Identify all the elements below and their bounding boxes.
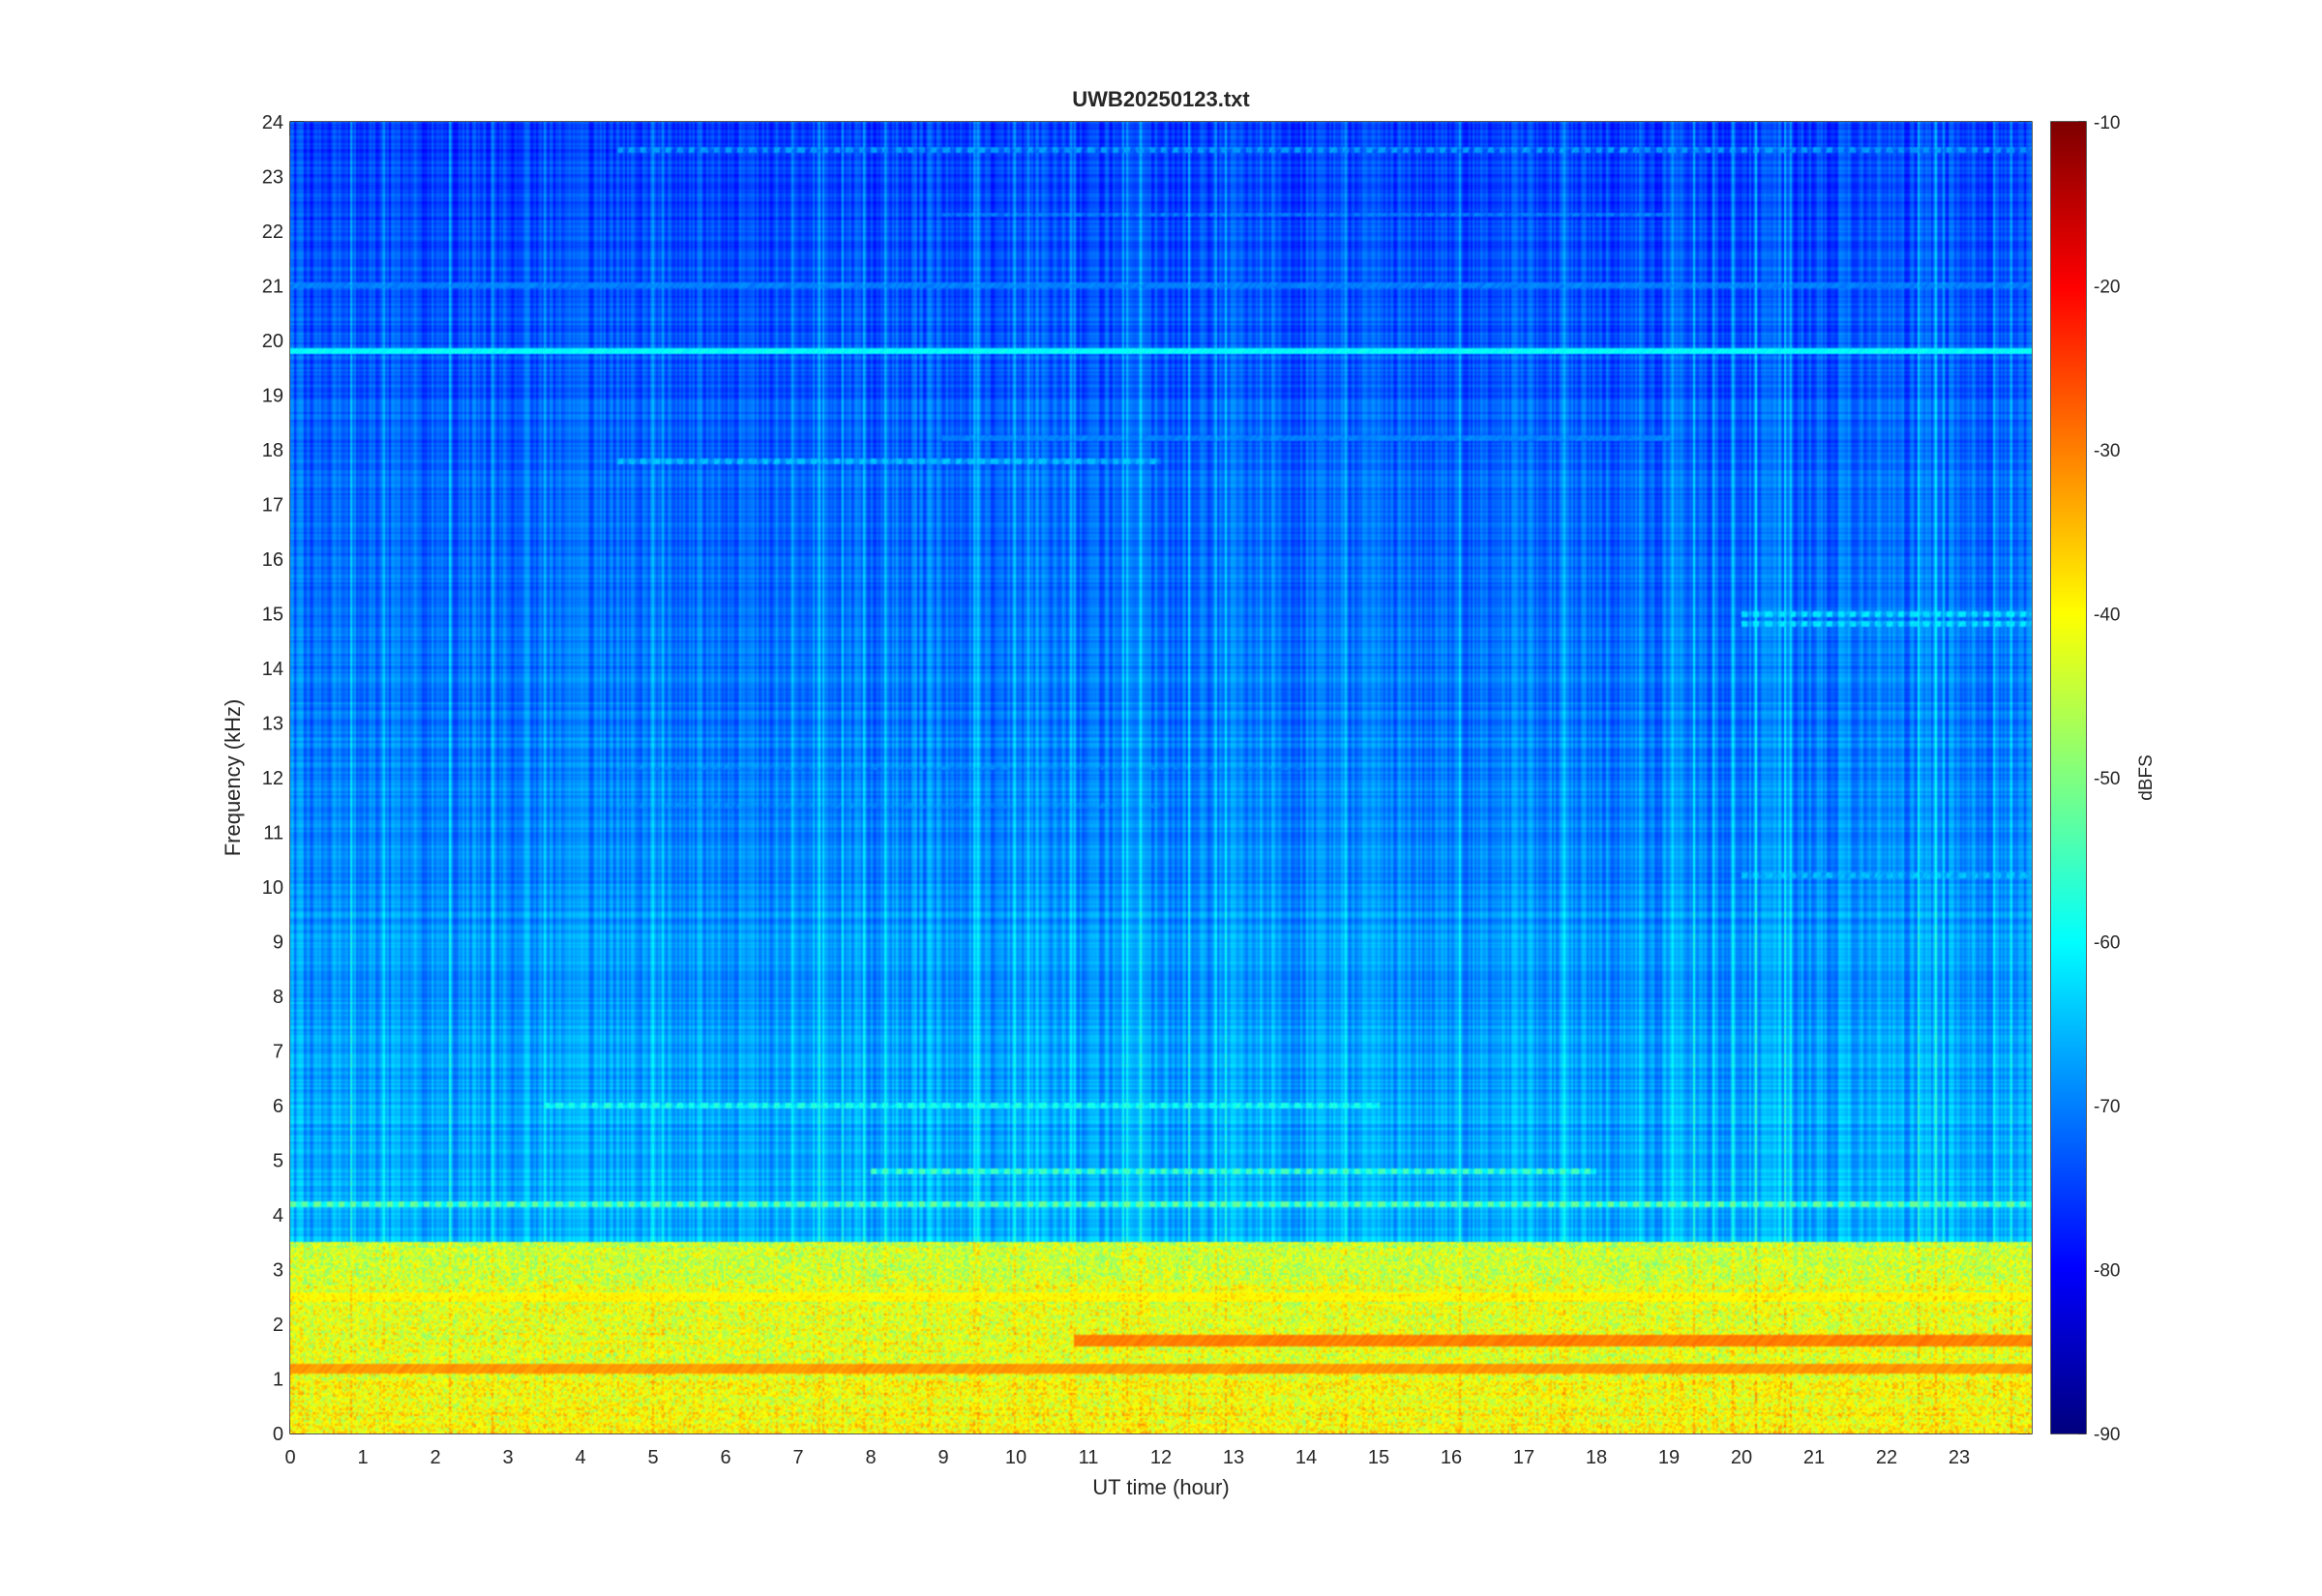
x-tick-label: 8 — [865, 1447, 876, 1468]
x-tick-label: 13 — [1223, 1447, 1244, 1468]
y-tick-label: 17 — [262, 495, 283, 517]
y-tick-label: 22 — [262, 222, 283, 243]
x-tick-label: 21 — [1803, 1447, 1825, 1468]
x-tick-label: 17 — [1513, 1447, 1534, 1468]
x-tick-label: 14 — [1295, 1447, 1317, 1468]
y-tick-label: 20 — [262, 331, 283, 352]
y-tick-label: 14 — [262, 659, 283, 680]
x-tick-label: 18 — [1586, 1447, 1607, 1468]
x-tick-label: 22 — [1876, 1447, 1897, 1468]
colorbar-tick-label: -80 — [2094, 1261, 2120, 1282]
y-tick-label: 3 — [273, 1260, 283, 1282]
y-tick-label: 23 — [262, 167, 283, 189]
y-tick-label: 1 — [273, 1370, 283, 1391]
spectrogram-image — [290, 122, 2032, 1433]
x-axis-label: UT time (hour) — [1092, 1475, 1229, 1499]
y-tick-label: 18 — [262, 440, 283, 461]
colorbar-tick-label: -90 — [2094, 1425, 2120, 1445]
colorbar-tick-label: -40 — [2094, 606, 2120, 626]
y-tick-label: 21 — [262, 277, 283, 298]
x-tick-label: 6 — [720, 1447, 730, 1468]
y-tick-label: 9 — [273, 932, 283, 954]
y-tick-label: 10 — [262, 877, 283, 899]
y-tick-label: 2 — [273, 1315, 283, 1336]
y-tick-label: 6 — [273, 1096, 283, 1117]
x-tick-label: 16 — [1441, 1447, 1462, 1468]
y-axis-label: Frequency (kHz) — [221, 699, 245, 857]
colorbar-tick-label: -30 — [2094, 441, 2120, 461]
colorbar-tick-label: -70 — [2094, 1097, 2120, 1117]
x-tick-label: 5 — [647, 1447, 658, 1468]
y-tick-label: 24 — [262, 112, 283, 133]
axes: 0 1 2 3 4 5 6 7 8 9 10 11 12 13 14 15 16 17 18 19 20 21 22 2301… — [262, 112, 2033, 1468]
y-tick-label: 4 — [273, 1205, 283, 1227]
colorbar-tick-label: -20 — [2094, 278, 2120, 298]
colorbar-tick-label: -10 — [2094, 113, 2120, 133]
x-tick-label: 11 — [1079, 1447, 1099, 1468]
x-tick-label: 12 — [1150, 1447, 1172, 1468]
x-tick-label: 20 — [1731, 1447, 1752, 1468]
x-tick-label: 10 — [1005, 1447, 1027, 1468]
colorbar-gradient — [2051, 122, 2086, 1433]
x-tick-label: 23 — [1949, 1447, 1970, 1468]
y-tick-label: 8 — [273, 987, 283, 1008]
x-tick-label: 15 — [1368, 1447, 1389, 1468]
colorbar-tick-label: -50 — [2094, 769, 2120, 789]
x-tick-label: 2 — [430, 1447, 440, 1468]
x-tick-label: 0 — [284, 1447, 295, 1468]
y-tick-label: 0 — [273, 1424, 283, 1445]
y-tick-label: 5 — [273, 1151, 283, 1172]
colorbar-tick-label: -60 — [2094, 933, 2120, 954]
colorbar-label: dBFS — [2136, 754, 2157, 801]
x-tick-label: 1 — [357, 1447, 368, 1468]
x-tick-label: 4 — [575, 1447, 585, 1468]
y-tick-label: 12 — [262, 768, 283, 789]
y-tick-label: 7 — [273, 1042, 283, 1063]
y-tick-label: 13 — [262, 714, 283, 735]
x-tick-label: 19 — [1658, 1447, 1680, 1468]
y-tick-label: 19 — [262, 386, 283, 407]
x-tick-label: 7 — [792, 1447, 803, 1468]
y-tick-label: 15 — [262, 605, 283, 626]
x-tick-label: 9 — [938, 1447, 948, 1468]
y-tick-label: 11 — [263, 823, 283, 844]
x-tick-label: 3 — [502, 1447, 513, 1468]
y-tick-label: 16 — [262, 549, 283, 571]
chart-title: UWB20250123.txt — [1072, 87, 1250, 111]
